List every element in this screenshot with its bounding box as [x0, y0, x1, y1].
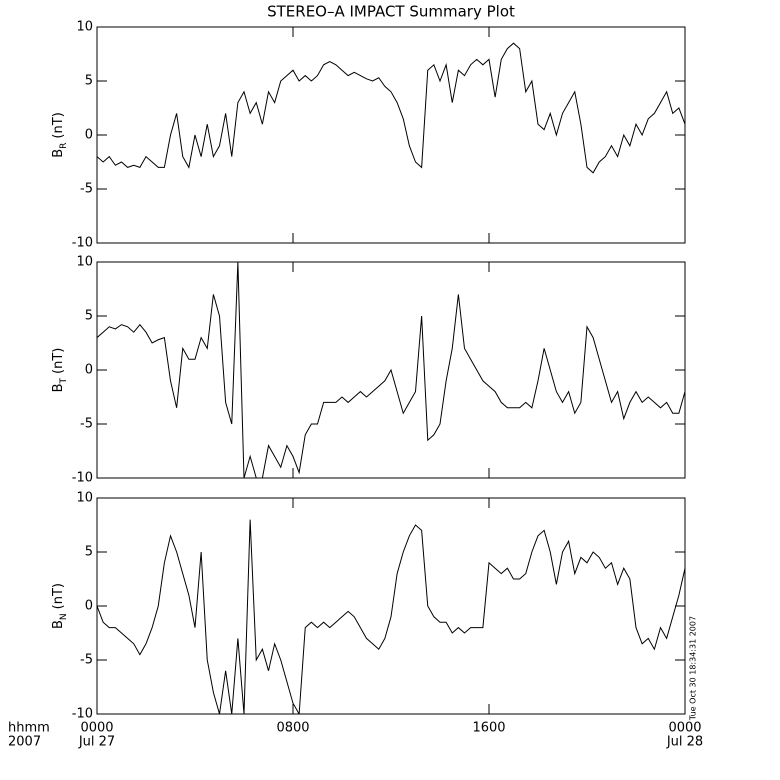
y-axis-label-part: B — [51, 149, 66, 158]
y-tick-label: 5 — [85, 545, 93, 560]
y-tick-label: -5 — [80, 182, 93, 197]
data-line — [97, 42, 685, 174]
y-axis-label-part: R — [59, 143, 69, 149]
x-tick-label: 0000 — [668, 721, 701, 736]
x-axis-label: hhmm — [8, 721, 50, 736]
y-tick-label: -10 — [72, 707, 93, 722]
y-axis-label-part: (nT) — [51, 583, 66, 609]
data-line — [97, 519, 685, 714]
x-date-label: Jul 27 — [78, 735, 115, 750]
y-axis-label-part: B — [51, 620, 66, 629]
y-tick-label: 0 — [85, 599, 93, 614]
y-tick-label: -10 — [72, 236, 93, 251]
y-tick-label: -10 — [72, 471, 93, 486]
y-axis-label-part: B — [51, 383, 66, 392]
panel-frame — [96, 26, 686, 244]
y-tick-label: 0 — [85, 363, 93, 378]
y-tick-label: 10 — [76, 491, 93, 506]
y-tick-label: 5 — [85, 309, 93, 324]
y-tick-label: 5 — [85, 74, 93, 89]
y-axis-label-part: T — [59, 377, 69, 384]
y-tick-label: 0 — [85, 128, 93, 143]
y-axis-label: BR (nT) — [51, 112, 69, 158]
y-axis-label: BT (nT) — [51, 348, 69, 393]
y-tick-label: -5 — [80, 653, 93, 668]
x-tick-label: 0800 — [276, 721, 309, 736]
x-axis-label: 2007 — [8, 735, 41, 750]
x-tick-label: 0000 — [80, 721, 113, 736]
panel-frame — [96, 261, 686, 479]
timestamp: Tue Oct 30 18:34:31 2007 — [689, 616, 698, 721]
y-tick-label: -5 — [80, 417, 93, 432]
panel-frame — [96, 497, 686, 715]
y-tick-label: 10 — [76, 255, 93, 270]
y-axis-label-part: (nT) — [51, 112, 66, 138]
data-line — [97, 262, 685, 478]
chart-title: STEREO–A IMPACT Summary Plot — [267, 3, 515, 21]
y-axis-label-part: N — [59, 613, 69, 620]
y-axis-label-part: (nT) — [51, 348, 66, 374]
y-axis-label: BN (nT) — [51, 583, 69, 629]
x-tick-label: 1600 — [472, 721, 505, 736]
x-date-label: Jul 28 — [666, 735, 703, 750]
y-tick-label: 10 — [76, 20, 93, 35]
